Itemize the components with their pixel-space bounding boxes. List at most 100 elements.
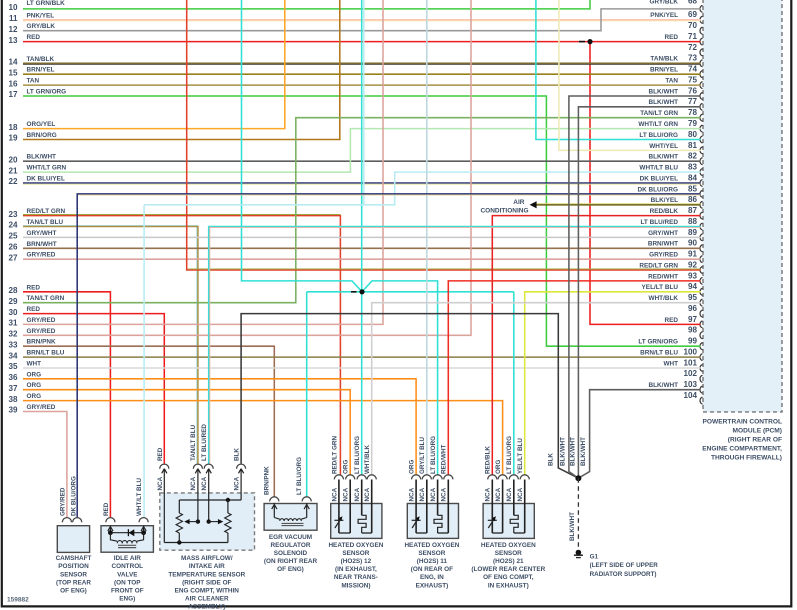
svg-text:RED: RED — [665, 34, 679, 41]
svg-text:LT GRN/ORG: LT GRN/ORG — [638, 339, 678, 346]
svg-text:BLK: BLK — [234, 448, 241, 461]
svg-text:NCA: NCA — [506, 487, 513, 501]
svg-text:(TOP REAR: (TOP REAR — [56, 579, 91, 586]
svg-text:MODULE (PCM): MODULE (PCM) — [733, 428, 782, 435]
svg-text:RED/LT GRN: RED/LT GRN — [331, 436, 338, 474]
svg-text:11: 11 — [9, 14, 18, 23]
svg-text:TAN/BLK: TAN/BLK — [650, 56, 678, 63]
svg-text:10: 10 — [8, 3, 18, 12]
svg-text:24: 24 — [8, 221, 18, 230]
svg-text:IN EXHAUST): IN EXHAUST) — [488, 582, 529, 589]
svg-text:20: 20 — [8, 155, 18, 164]
svg-text:100: 100 — [683, 348, 697, 357]
svg-text:NCA: NCA — [157, 476, 164, 490]
svg-text:NCA: NCA — [409, 487, 416, 501]
svg-text:18: 18 — [8, 123, 18, 132]
svg-text:SENSOR: SENSOR — [342, 550, 369, 557]
svg-text:GRY/RED: GRY/RED — [27, 252, 56, 259]
svg-text:THROUGH FIREWALL): THROUGH FIREWALL) — [711, 455, 782, 462]
svg-text:WHT/LT BLU: WHT/LT BLU — [639, 165, 678, 172]
svg-text:ORG: ORG — [27, 371, 42, 378]
svg-text:RED/BLK: RED/BLK — [650, 208, 679, 215]
svg-text:OF ENG): OF ENG) — [60, 588, 87, 595]
svg-text:98: 98 — [688, 326, 698, 335]
svg-text:91: 91 — [688, 250, 698, 259]
svg-text:15: 15 — [8, 68, 18, 77]
svg-text:BLK/WHT: BLK/WHT — [569, 512, 576, 541]
svg-text:27: 27 — [8, 253, 18, 262]
svg-text:(LOWER REAR CENTER: (LOWER REAR CENTER — [471, 566, 545, 573]
svg-text:21: 21 — [8, 166, 18, 175]
svg-text:BLK/WHT: BLK/WHT — [569, 437, 576, 466]
svg-text:RED: RED — [27, 306, 41, 313]
svg-text:WHT/YEL: WHT/YEL — [649, 143, 678, 150]
svg-text:ENG): ENG) — [119, 596, 135, 603]
svg-text:19: 19 — [8, 134, 18, 143]
svg-text:(ON REAR OF: (ON REAR OF — [411, 566, 453, 573]
svg-text:(ON TOP: (ON TOP — [114, 579, 141, 586]
svg-text:NCA: NCA — [441, 487, 448, 501]
svg-text:RED: RED — [27, 284, 41, 291]
svg-text:SENSOR: SENSOR — [60, 571, 87, 578]
svg-text:NCA: NCA — [364, 487, 371, 501]
svg-text:BLK/WHT: BLK/WHT — [559, 437, 566, 466]
svg-text:81: 81 — [688, 141, 698, 150]
svg-text:WHT/LT GRN: WHT/LT GRN — [27, 165, 67, 172]
svg-text:ORG: ORG — [343, 460, 350, 474]
svg-text:GRY/RED: GRY/RED — [27, 317, 56, 324]
svg-text:GRY/BLK: GRY/BLK — [27, 23, 56, 30]
svg-text:92: 92 — [688, 260, 698, 269]
svg-text:BRN/LT BLU: BRN/LT BLU — [27, 350, 65, 357]
svg-text:84: 84 — [688, 173, 698, 182]
svg-text:WHT/BLK: WHT/BLK — [364, 445, 371, 474]
svg-text:AIR CLEANER: AIR CLEANER — [185, 596, 229, 603]
svg-text:WHT/LT BLU: WHT/LT BLU — [136, 478, 143, 516]
svg-text:DK BLU/YEL: DK BLU/YEL — [27, 176, 65, 183]
svg-text:BRN/YEL: BRN/YEL — [650, 67, 678, 74]
svg-text:RED: RED — [103, 502, 110, 516]
svg-text:73: 73 — [688, 54, 698, 63]
svg-text:RED/LT GRN: RED/LT GRN — [639, 262, 678, 269]
svg-text:FRONT OF: FRONT OF — [111, 588, 144, 595]
svg-text:TAN/LT GRN: TAN/LT GRN — [640, 110, 678, 117]
svg-text:(LEFT SIDE OF UPPER: (LEFT SIDE OF UPPER — [590, 562, 659, 569]
svg-text:75: 75 — [688, 76, 698, 85]
svg-text:RED/LT GRN: RED/LT GRN — [27, 208, 66, 215]
svg-text:12: 12 — [8, 25, 18, 34]
svg-text:72: 72 — [688, 43, 698, 52]
svg-text:TAN: TAN — [27, 78, 40, 85]
svg-text:WHT: WHT — [27, 361, 42, 368]
svg-text:BRN/PNK: BRN/PNK — [263, 466, 270, 495]
svg-text:ASSEMBLY): ASSEMBLY) — [188, 604, 225, 610]
svg-text:94: 94 — [688, 282, 698, 291]
svg-text:OF ENG COMPT,: OF ENG COMPT, — [483, 574, 534, 581]
svg-text:BRN/WHT: BRN/WHT — [27, 241, 57, 248]
svg-text:33: 33 — [8, 340, 18, 349]
svg-text:NCA: NCA — [331, 487, 338, 501]
svg-text:RED/BLK: RED/BLK — [485, 446, 492, 474]
svg-text:WHT: WHT — [663, 360, 678, 367]
svg-text:BRN/WHT: BRN/WHT — [648, 241, 678, 248]
svg-text:LT GRN/ORG: LT GRN/ORG — [27, 89, 67, 96]
svg-text:HEATED OXYGEN: HEATED OXYGEN — [328, 542, 383, 549]
svg-text:BLK/WHT: BLK/WHT — [649, 154, 679, 161]
svg-text:GRY/RED: GRY/RED — [27, 404, 56, 411]
svg-text:PNK/YEL: PNK/YEL — [27, 12, 55, 19]
svg-text:RED: RED — [27, 34, 41, 41]
svg-text:CONTROL: CONTROL — [111, 563, 143, 570]
svg-text:GRY/RED: GRY/RED — [649, 252, 678, 259]
svg-text:DK BLU/YEL: DK BLU/YEL — [640, 175, 678, 182]
svg-text:G1: G1 — [590, 554, 599, 561]
svg-text:TAN/LT BLU: TAN/LT BLU — [190, 424, 197, 461]
svg-text:BLK/WHT: BLK/WHT — [649, 99, 679, 106]
svg-text:28: 28 — [8, 286, 18, 295]
svg-text:BRN/YEL: BRN/YEL — [27, 67, 55, 74]
svg-text:LT GRN/BLK: LT GRN/BLK — [27, 0, 66, 7]
svg-text:DK BLU/ORG: DK BLU/ORG — [71, 476, 78, 516]
svg-text:87: 87 — [688, 206, 698, 215]
svg-text:NCA: NCA — [419, 487, 426, 501]
svg-text:BRN/PNK: BRN/PNK — [27, 339, 56, 346]
svg-text:77: 77 — [688, 97, 698, 106]
svg-text:74: 74 — [688, 65, 698, 74]
svg-text:ENG COMPT, WITHIN: ENG COMPT, WITHIN — [175, 588, 240, 595]
